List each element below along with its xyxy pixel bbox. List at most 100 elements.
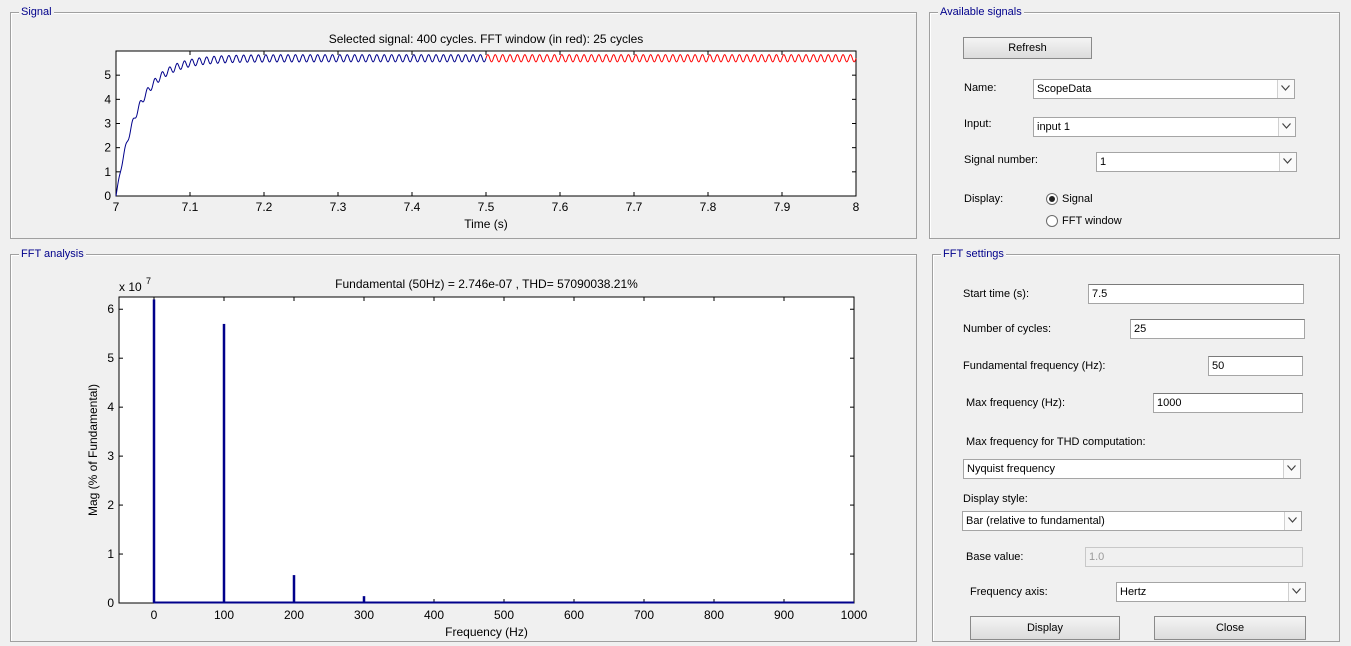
chevron-down-icon[interactable]	[1288, 583, 1305, 601]
fft-settings-panel: FFT settings Start time (s): 7.5 Number …	[932, 248, 1340, 642]
fft-x-tick-label: 100	[214, 608, 234, 622]
fft-y-tick-label: 1	[107, 547, 114, 561]
signal-plot: Selected signal: 400 cycles. FFT window …	[104, 32, 860, 231]
input-label: Input:	[964, 118, 992, 130]
fft-y-tick-label: 2	[107, 498, 114, 512]
signal-y-tick-label: 3	[104, 117, 111, 131]
fft-y-axis-label: Mag (% of Fundamental)	[86, 384, 100, 516]
fft-plot-area	[118, 296, 855, 604]
fft-scale-exponent: 7	[146, 276, 151, 286]
display-style-value: Bar (relative to fundamental)	[966, 515, 1105, 527]
fft-x-axis-label: Frequency (Hz)	[445, 625, 528, 639]
signal-x-tick-label: 7.9	[774, 200, 791, 214]
frequency-axis-dropdown[interactable]: Hertz	[1116, 582, 1306, 602]
max-frequency-field[interactable]: 1000	[1153, 393, 1303, 413]
fft-x-tick-label: 900	[774, 608, 794, 622]
fundamental-frequency-field[interactable]: 50	[1208, 356, 1303, 376]
signal-x-tick-label: 7.7	[626, 200, 643, 214]
signal-plot-title: Selected signal: 400 cycles. FFT window …	[329, 32, 644, 46]
fft-window-series-line	[485, 54, 857, 63]
fft-x-tick-label: 0	[151, 608, 158, 622]
signal-y-tick-label: 2	[104, 141, 111, 155]
fft-x-tick-label: 1000	[841, 608, 868, 622]
fft-x-tick-label: 700	[634, 608, 654, 622]
display-button[interactable]: Display	[970, 616, 1120, 640]
chevron-down-icon[interactable]	[1279, 153, 1296, 171]
fft-bar	[222, 323, 226, 603]
fft-analysis-panel: FFT analysis Fundamental (50Hz) = 2.746e…	[10, 248, 917, 642]
input-dropdown-value: input 1	[1037, 121, 1071, 133]
signal-number-label: Signal number:	[964, 154, 1038, 166]
name-dropdown[interactable]: ScopeData	[1033, 79, 1295, 99]
signal-y-tick-label: 5	[104, 68, 111, 82]
signal-x-axis-label: Time (s)	[464, 217, 508, 231]
fft-bar	[292, 575, 296, 603]
name-label: Name:	[964, 82, 997, 94]
max-frequency-label: Max frequency (Hz):	[966, 397, 1066, 409]
thd-max-frequency-dropdown[interactable]: Nyquist frequency	[963, 459, 1301, 479]
signal-x-tick-label: 7.5	[478, 200, 495, 214]
signal-x-tick-label: 7.2	[256, 200, 273, 214]
fft-bar	[362, 596, 366, 603]
fft-analysis-panel-title: FFT analysis	[19, 248, 86, 261]
thd-max-frequency-label: Max frequency for THD computation:	[966, 436, 1146, 448]
display-signal-radio[interactable]	[1046, 193, 1058, 205]
fundamental-frequency-label: Fundamental frequency (Hz):	[963, 360, 1106, 372]
fft-settings-panel-title: FFT settings	[941, 248, 1006, 261]
fft-bar	[152, 299, 156, 603]
signal-number-dropdown[interactable]: 1	[1096, 152, 1297, 172]
signal-x-tick-label: 8	[853, 200, 860, 214]
available-signals-panel-title: Available signals	[938, 6, 1024, 19]
fft-x-tick-label: 500	[494, 608, 514, 622]
display-style-dropdown[interactable]: Bar (relative to fundamental)	[962, 511, 1302, 531]
signal-x-tick-label: 7.3	[330, 200, 347, 214]
fft-y-tick-label: 6	[107, 302, 114, 316]
frequency-axis-label: Frequency axis:	[970, 586, 1048, 598]
fft-y-tick-label: 4	[107, 400, 114, 414]
fft-plot-title: Fundamental (50Hz) = 2.746e-07 , THD= 57…	[335, 277, 638, 291]
display-signal-label[interactable]: Signal	[1062, 193, 1093, 205]
display-fft-window-radio[interactable]	[1046, 215, 1058, 227]
fft-y-tick-label: 5	[107, 351, 114, 365]
available-signals-panel: Available signals Refresh Name: ScopeDat…	[929, 6, 1340, 239]
start-time-field[interactable]: 7.5	[1088, 284, 1304, 304]
display-label: Display:	[964, 193, 1004, 205]
signal-series-line	[115, 54, 487, 197]
signal-panel: Signal Selected signal: 400 cycles. FFT …	[10, 6, 917, 239]
base-value-field: 1.0	[1085, 547, 1303, 567]
base-value-label: Base value:	[966, 551, 1024, 563]
chevron-down-icon[interactable]	[1283, 460, 1300, 478]
signal-plot-area	[115, 50, 857, 197]
input-dropdown[interactable]: input 1	[1033, 117, 1296, 137]
thd-max-frequency-value: Nyquist frequency	[967, 463, 1056, 475]
display-fft-window-label[interactable]: FFT window	[1062, 215, 1122, 227]
fft-plot: Fundamental (50Hz) = 2.746e-07 , THD= 57…	[86, 276, 868, 639]
signal-x-tick-label: 7.1	[182, 200, 199, 214]
signal-x-tick-label: 7	[113, 200, 120, 214]
fft-y-tick-label: 3	[107, 449, 114, 463]
close-button[interactable]: Close	[1154, 616, 1306, 640]
chevron-down-icon[interactable]	[1277, 80, 1294, 98]
number-of-cycles-label: Number of cycles:	[963, 323, 1052, 335]
signal-y-tick-label: 4	[104, 92, 111, 106]
signal-x-tick-label: 7.8	[700, 200, 717, 214]
chevron-down-icon[interactable]	[1284, 512, 1301, 530]
fft-x-tick-label: 300	[354, 608, 374, 622]
fft-x-tick-label: 400	[424, 608, 444, 622]
number-of-cycles-field[interactable]: 25	[1130, 319, 1305, 339]
fft-y-tick-label: 0	[107, 596, 114, 610]
signal-panel-title: Signal	[19, 6, 54, 19]
fft-x-tick-label: 200	[284, 608, 304, 622]
chevron-down-icon[interactable]	[1278, 118, 1295, 136]
fft-x-tick-label: 800	[704, 608, 724, 622]
fft-scale-label: x 10	[119, 280, 142, 294]
fft-x-tick-label: 600	[564, 608, 584, 622]
frequency-axis-value: Hertz	[1120, 586, 1147, 598]
signal-y-tick-label: 1	[104, 165, 111, 179]
display-style-label: Display style:	[963, 493, 1028, 505]
signal-x-tick-label: 7.6	[552, 200, 569, 214]
refresh-button[interactable]: Refresh	[963, 37, 1092, 59]
signal-y-tick-label: 0	[104, 189, 111, 203]
name-dropdown-value: ScopeData	[1037, 83, 1092, 95]
signal-number-dropdown-value: 1	[1100, 156, 1107, 168]
